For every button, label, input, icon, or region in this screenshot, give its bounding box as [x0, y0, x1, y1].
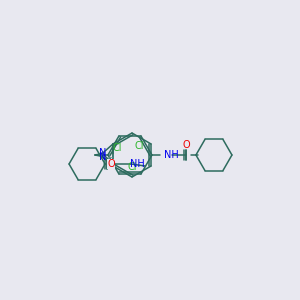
Text: N: N — [100, 152, 107, 162]
Text: Cl: Cl — [127, 162, 137, 172]
Text: H: H — [107, 154, 113, 163]
Text: O: O — [107, 159, 115, 169]
Text: NH: NH — [164, 150, 179, 160]
Text: Cl: Cl — [134, 141, 144, 151]
Text: O: O — [182, 140, 190, 150]
Text: N: N — [100, 148, 107, 158]
Text: NH: NH — [130, 159, 144, 169]
Text: Cl: Cl — [112, 143, 122, 153]
